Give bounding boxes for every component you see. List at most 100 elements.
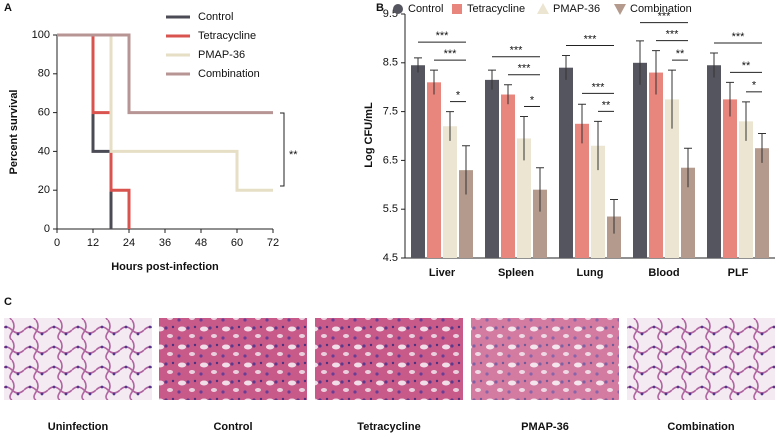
- x-axis-title: Hours post-infection: [111, 261, 219, 273]
- bar: [459, 170, 473, 258]
- error-bar: [742, 101, 750, 141]
- error-bar: [562, 54, 570, 80]
- panel-label: B: [376, 2, 384, 14]
- legend-label: Control: [408, 3, 443, 15]
- x-tick-label: 48: [195, 237, 207, 249]
- error-bar: [684, 147, 692, 188]
- bar: [559, 67, 573, 259]
- bar: [485, 79, 499, 258]
- legend-label: Control: [198, 11, 233, 23]
- y-tick-label: 7.5: [383, 106, 398, 118]
- histology-image: [159, 318, 307, 400]
- image-caption: Tetracycline: [357, 421, 420, 433]
- y-axis-title: Percent survival: [8, 90, 20, 175]
- legend-marker: [614, 4, 626, 15]
- significance-label: ***: [510, 45, 524, 57]
- legend-label: Tetracycline: [467, 3, 525, 15]
- x-tick-label: 36: [159, 237, 171, 249]
- error-bar: [520, 115, 528, 161]
- bar: [633, 62, 647, 258]
- bar: [501, 94, 515, 259]
- x-tick-label: PLF: [728, 267, 749, 279]
- x-tick-label: 0: [54, 237, 60, 249]
- y-tick-label: 8.5: [383, 57, 398, 69]
- histology-image: [627, 318, 775, 400]
- significance-label: **: [742, 60, 751, 72]
- bar: [575, 123, 589, 258]
- bar: [681, 167, 695, 258]
- y-tick-label: 5.5: [383, 203, 398, 215]
- error-bar: [710, 52, 718, 78]
- y-tick-label: 20: [38, 184, 50, 196]
- bar: [649, 72, 663, 258]
- image-caption: Control: [213, 421, 252, 433]
- legend-marker: [537, 3, 549, 14]
- error-bar: [536, 167, 544, 212]
- legend-label: PMAP-36: [198, 49, 245, 61]
- error-bar: [488, 69, 496, 90]
- x-tick-label: Lung: [577, 267, 604, 279]
- significance-bracket: [280, 112, 285, 187]
- error-bar: [652, 50, 660, 95]
- histology-images: [4, 318, 775, 400]
- error-bar: [446, 111, 454, 141]
- y-tick-label: 4.5: [383, 252, 398, 264]
- significance-label: **: [676, 48, 685, 60]
- bar: [411, 65, 425, 259]
- survival-line: [57, 33, 113, 229]
- error-bar: [726, 81, 734, 117]
- error-bar: [758, 133, 766, 163]
- image-caption: PMAP-36: [521, 421, 569, 433]
- survival-line: [57, 33, 273, 115]
- significance-label: *: [456, 90, 461, 102]
- legend-label: PMAP-36: [553, 3, 600, 15]
- bar: [427, 82, 441, 258]
- significance-label: ***: [732, 31, 746, 43]
- bar: [755, 148, 769, 258]
- x-tick-label: 12: [87, 237, 99, 249]
- error-bar: [594, 120, 602, 171]
- bar: [443, 126, 457, 259]
- error-bar: [610, 198, 618, 234]
- x-tick-label: 60: [231, 237, 243, 249]
- annotation: **: [289, 149, 298, 161]
- bar: [591, 145, 605, 258]
- significance-label: *: [530, 94, 535, 106]
- legend-label: Combination: [630, 3, 692, 15]
- y-tick-label: 40: [38, 145, 50, 157]
- significance-label: ***: [518, 63, 532, 75]
- bar: [739, 121, 753, 258]
- bar: [517, 138, 531, 258]
- y-tick-label: 0: [44, 223, 50, 235]
- error-bar: [636, 40, 644, 85]
- significance-label: **: [602, 99, 611, 111]
- significance-label: ***: [584, 33, 598, 45]
- histology-image: [471, 318, 619, 400]
- bar: [665, 99, 679, 259]
- legend-marker: [452, 4, 462, 14]
- x-tick-label: Liver: [429, 267, 456, 279]
- y-tick-label: 60: [38, 107, 50, 119]
- error-bar: [414, 57, 422, 73]
- bar: [723, 99, 737, 259]
- error-bar: [504, 84, 512, 105]
- significance-label: *: [752, 80, 757, 92]
- error-bar: [578, 103, 586, 144]
- y-tick-label: 80: [38, 68, 50, 80]
- error-bar: [430, 69, 438, 95]
- y-tick-label: 6.5: [383, 154, 398, 166]
- x-tick-label: 24: [123, 237, 135, 249]
- histology-image: [4, 318, 152, 400]
- significance-label: ***: [658, 11, 672, 23]
- significance-label: ***: [436, 30, 450, 42]
- legend-label: Combination: [198, 68, 260, 80]
- legend-label: Tetracycline: [198, 30, 256, 42]
- image-caption: Uninfection: [48, 421, 109, 433]
- x-tick-label: 72: [267, 237, 279, 249]
- image-caption: Combination: [667, 421, 734, 433]
- bar: [533, 189, 547, 258]
- y-axis-title: Log CFU/mL: [363, 102, 375, 168]
- x-tick-label: Spleen: [498, 267, 534, 279]
- x-tick-label: Blood: [648, 267, 679, 279]
